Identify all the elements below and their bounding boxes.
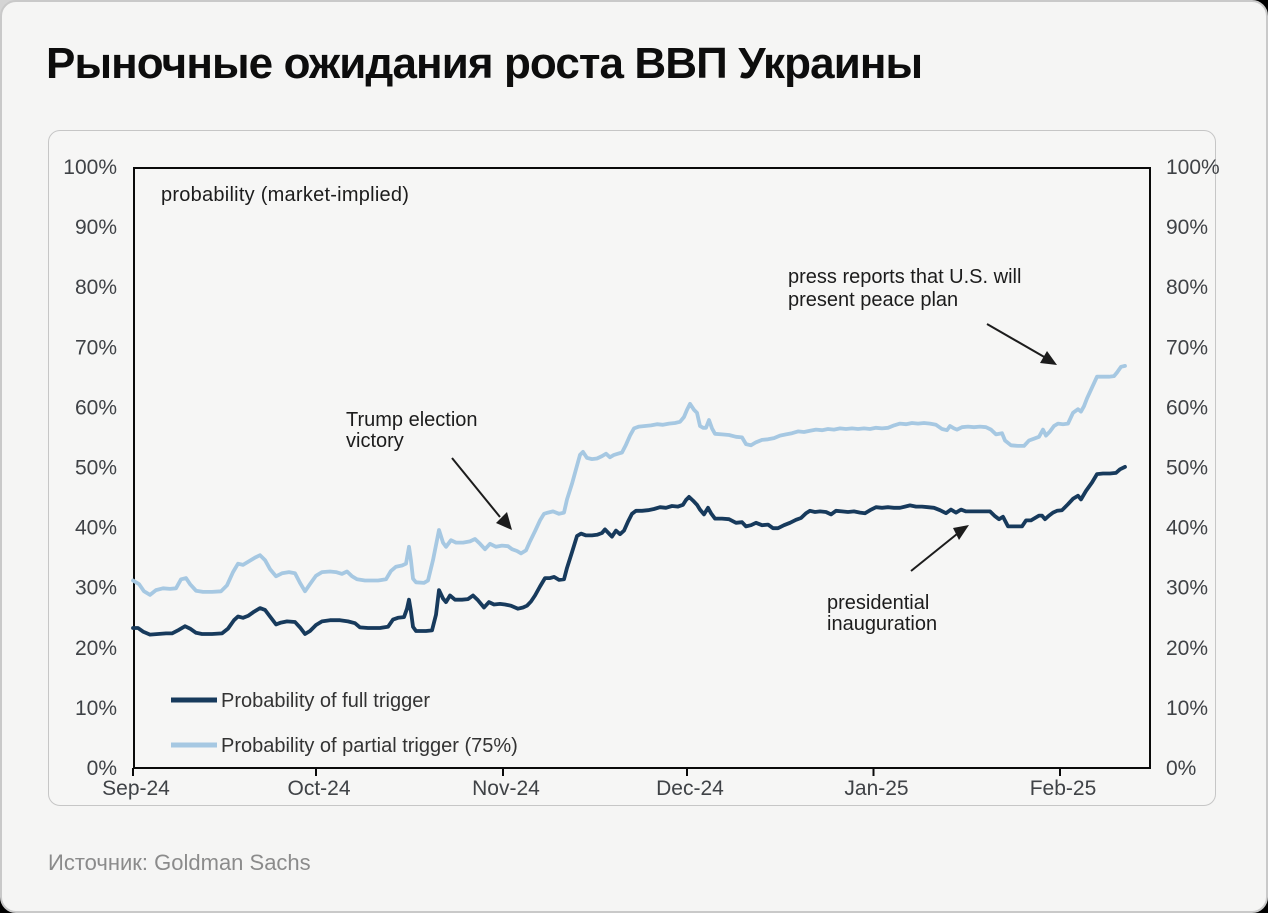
svg-text:press reports that U.S. will: press reports that U.S. will: [788, 266, 1021, 288]
svg-text:70%: 70%: [1166, 336, 1208, 359]
svg-text:50%: 50%: [1166, 457, 1208, 480]
svg-text:Sep-24: Sep-24: [102, 777, 170, 800]
svg-text:30%: 30%: [1166, 577, 1208, 600]
svg-text:victory: victory: [346, 430, 404, 452]
svg-text:probability (market-implied): probability (market-implied): [161, 184, 409, 206]
svg-text:100%: 100%: [1166, 156, 1220, 179]
svg-text:Probability of full trigger: Probability of full trigger: [221, 690, 430, 712]
svg-text:present peace plan: present peace plan: [788, 289, 958, 311]
svg-text:Jan-25: Jan-25: [844, 777, 908, 800]
svg-text:30%: 30%: [75, 577, 117, 600]
svg-text:Feb-25: Feb-25: [1030, 777, 1097, 800]
svg-text:presidential: presidential: [827, 592, 929, 614]
svg-text:Dec-24: Dec-24: [656, 777, 724, 800]
svg-text:Oct-24: Oct-24: [287, 777, 350, 800]
svg-text:90%: 90%: [1166, 216, 1208, 239]
svg-text:40%: 40%: [75, 517, 117, 540]
svg-text:10%: 10%: [1166, 697, 1208, 720]
svg-text:80%: 80%: [1166, 276, 1208, 299]
svg-text:60%: 60%: [75, 396, 117, 419]
svg-text:40%: 40%: [1166, 517, 1208, 540]
svg-text:20%: 20%: [75, 637, 117, 660]
svg-text:100%: 100%: [63, 156, 117, 179]
svg-text:10%: 10%: [75, 697, 117, 720]
svg-text:20%: 20%: [1166, 637, 1208, 660]
svg-text:50%: 50%: [75, 457, 117, 480]
svg-text:80%: 80%: [75, 276, 117, 299]
svg-text:70%: 70%: [75, 336, 117, 359]
svg-text:90%: 90%: [75, 216, 117, 239]
svg-text:Probability of partial trigger: Probability of partial trigger (75%): [221, 735, 518, 757]
svg-text:0%: 0%: [1166, 757, 1196, 780]
svg-text:Trump election: Trump election: [346, 409, 478, 431]
svg-text:0%: 0%: [87, 757, 117, 780]
svg-text:60%: 60%: [1166, 396, 1208, 419]
svg-text:inauguration: inauguration: [827, 613, 937, 635]
svg-text:Nov-24: Nov-24: [472, 777, 540, 800]
